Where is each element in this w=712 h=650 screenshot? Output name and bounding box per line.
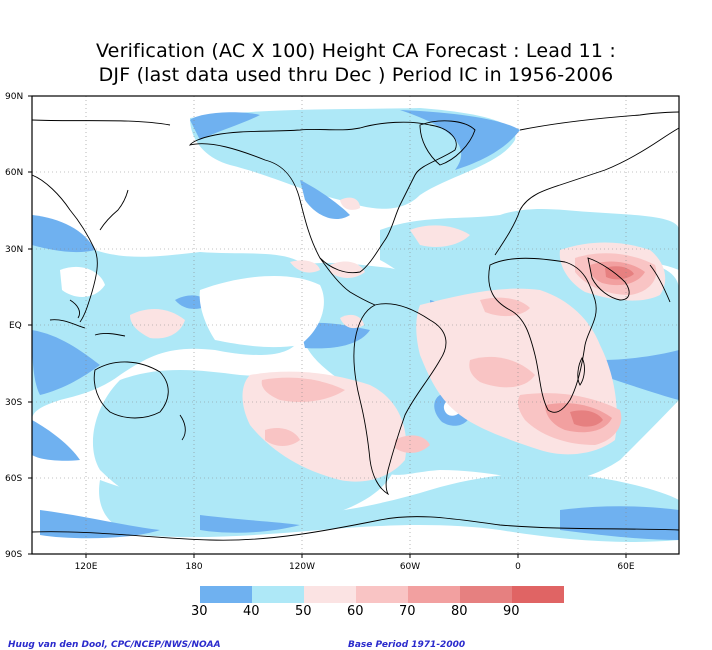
west-atlantic-blue	[300, 180, 350, 220]
colorbar-swatch	[356, 586, 408, 603]
colorbar-swatch	[408, 586, 460, 603]
colorbar-label-70: 70	[399, 604, 416, 619]
lon-labels: 120E 180 120W 60W 0 60E	[75, 562, 635, 572]
nw-pacific-blue	[32, 215, 95, 253]
colorbar-swatch	[304, 586, 356, 603]
lon-label-0: 0	[515, 562, 521, 572]
axis-ticks	[28, 95, 627, 558]
s-pacific-red-light-2	[265, 428, 300, 446]
title-line-2: DJF (last data used thru Dec ) Period IC…	[98, 64, 614, 86]
coast-australia	[93, 361, 169, 419]
e-pacific-pink	[290, 260, 320, 273]
colorbar-label-40: 40	[243, 604, 260, 619]
grid-lines	[32, 96, 679, 554]
coast-asia-east	[32, 174, 98, 323]
colorbar-swatch	[460, 586, 512, 603]
colorbar-label-90: 90	[503, 604, 520, 619]
coast-south-america	[353, 303, 447, 496]
southern-blue-west	[40, 510, 160, 539]
coast-greenland	[419, 120, 476, 166]
coastlines	[32, 111, 679, 541]
indian-ocean-blue	[32, 330, 100, 395]
colorbar-label-50: 50	[295, 604, 312, 619]
lon-label-120e: 120E	[75, 562, 98, 572]
coast-indonesia	[49, 299, 126, 337]
coast-arabia	[587, 257, 630, 301]
lat-label-30s: 30S	[5, 398, 22, 408]
colorbar-swatch	[512, 586, 564, 603]
s-indian-blue	[600, 350, 679, 400]
lat-label-30n: 30N	[5, 245, 23, 255]
coast-new-zealand	[179, 414, 186, 441]
southern-blue-mid	[200, 515, 300, 533]
s-atl-red-light-2	[395, 435, 430, 453]
mideast-red-dark	[605, 266, 634, 280]
shading-layer	[32, 108, 679, 542]
colorbar	[200, 586, 564, 603]
coast-antarctica	[32, 516, 679, 541]
arctic-edge-blue	[400, 110, 520, 170]
equator-blue	[300, 322, 370, 349]
coast-madagascar	[577, 357, 585, 386]
s-africa-red-dark	[570, 410, 603, 427]
colorbar-label-30: 30	[191, 604, 208, 619]
colorbar-swatch	[252, 586, 304, 603]
colorbar-label-60: 60	[347, 604, 364, 619]
s-atlantic-red-light	[469, 356, 535, 388]
s-pacific-red-light	[261, 377, 345, 402]
lat-labels: 90N 60N 30N EQ 30S 60S 90S	[5, 92, 23, 560]
arctic-band-blue	[190, 112, 260, 140]
greenland-pink	[340, 197, 360, 210]
coast-africa	[488, 257, 597, 413]
coast-north-america	[188, 121, 457, 274]
lat-label-60n: 60N	[5, 168, 23, 178]
coast-europe	[494, 127, 679, 256]
sw-pacific-blue	[32, 420, 80, 461]
lon-label-180: 180	[185, 562, 202, 572]
lat-label-90s: 90S	[5, 550, 22, 560]
colorbar-label-80: 80	[451, 604, 468, 619]
n-atlantic-pink	[410, 225, 470, 247]
credit-author: Huug van den Dool, CPC/NCEP/NWS/NOAA	[8, 640, 221, 650]
caribbean-pink	[330, 261, 365, 278]
coast-japan	[99, 189, 129, 231]
coast-india	[649, 264, 671, 303]
coast-central-america	[319, 257, 376, 306]
coast-siberia	[32, 111, 679, 131]
lat-label-90n: 90N	[5, 92, 23, 102]
lat-label-eq: EQ	[9, 321, 22, 331]
lon-label-60e: 60E	[617, 562, 634, 572]
w-pacific-pink	[130, 308, 185, 339]
west-indian-hole	[60, 266, 105, 297]
southern-blue-east	[560, 506, 679, 540]
equator-e-pink	[340, 314, 364, 329]
colorbar-swatch	[200, 586, 252, 603]
n-pacific-hole	[199, 275, 324, 348]
lat-label-60s: 60S	[5, 474, 22, 484]
lon-label-60w: 60W	[400, 562, 420, 572]
credit-base-period: Base Period 1971-2000	[348, 640, 466, 650]
lon-label-120w: 120W	[289, 562, 315, 572]
title-line-1: Verification (AC X 100) Height CA Foreca…	[95, 40, 617, 62]
arctic-band-light	[190, 108, 516, 209]
